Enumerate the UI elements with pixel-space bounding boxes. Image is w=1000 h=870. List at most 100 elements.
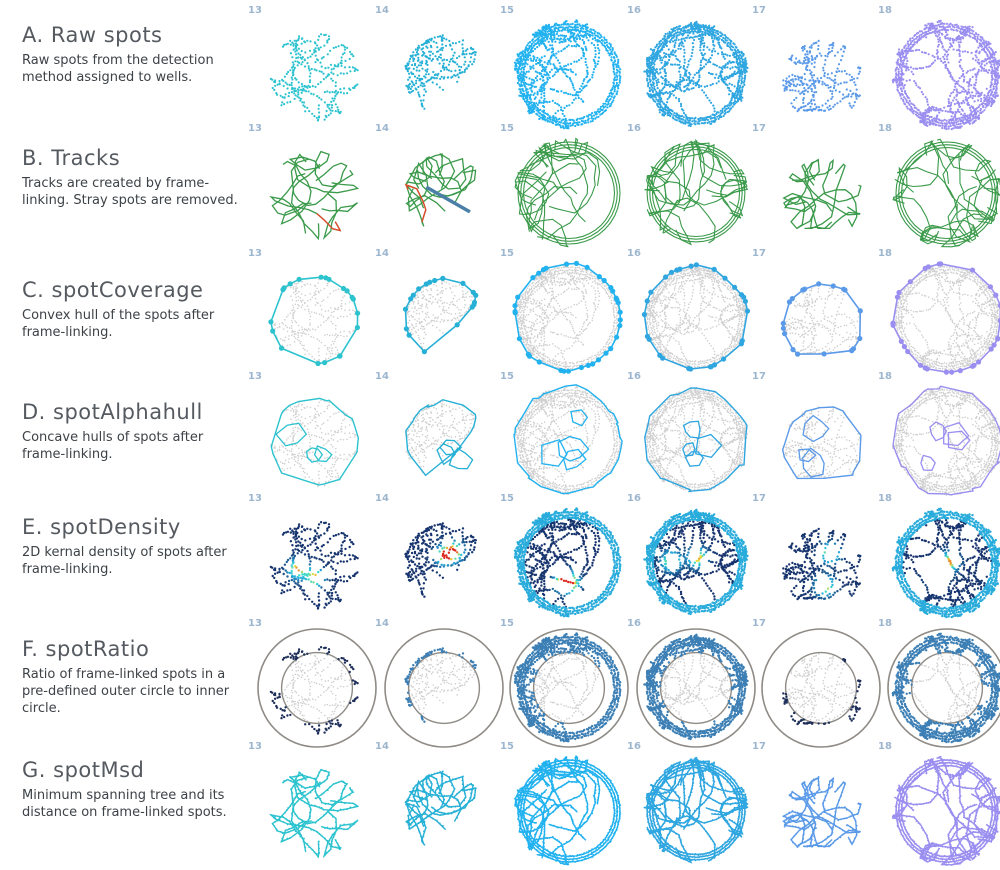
spot — [532, 47, 534, 49]
spot — [737, 93, 739, 95]
spot — [807, 103, 809, 105]
spot — [664, 108, 666, 110]
spot — [469, 53, 471, 55]
spot — [672, 64, 674, 66]
spot — [662, 102, 664, 104]
spot — [532, 38, 534, 40]
spot — [572, 27, 574, 29]
spot — [719, 45, 721, 47]
spot — [948, 98, 950, 100]
spot — [302, 345, 304, 347]
spot — [740, 82, 742, 84]
spot — [278, 80, 280, 82]
spot — [329, 347, 331, 349]
spot — [439, 86, 441, 88]
spot — [962, 26, 964, 28]
spot — [834, 79, 836, 81]
spot — [575, 73, 577, 75]
spot — [691, 120, 693, 122]
spot — [452, 55, 454, 57]
spot — [534, 36, 536, 38]
spot — [683, 79, 685, 81]
spot — [574, 125, 576, 127]
spot — [991, 66, 993, 68]
spot — [724, 42, 726, 44]
spot — [422, 294, 424, 296]
spot — [288, 95, 290, 97]
spot — [432, 58, 434, 60]
spot — [822, 81, 824, 83]
spot — [689, 81, 691, 83]
spot — [959, 30, 961, 32]
spot — [953, 26, 955, 28]
spot — [291, 84, 293, 86]
spot — [718, 66, 720, 68]
spot — [987, 72, 989, 74]
spot — [349, 70, 351, 72]
spot — [343, 331, 345, 333]
spot — [325, 34, 327, 36]
spot — [541, 110, 543, 112]
spot — [784, 90, 786, 92]
spot — [298, 337, 300, 339]
spot — [294, 77, 296, 79]
spot — [331, 347, 333, 349]
spot — [947, 111, 949, 113]
spot — [834, 75, 836, 77]
spot — [700, 61, 702, 63]
spot — [591, 74, 593, 76]
spot — [349, 89, 351, 91]
spot — [521, 71, 523, 73]
spot — [712, 114, 714, 116]
spot — [698, 72, 700, 74]
spot — [910, 106, 912, 108]
spot — [905, 55, 907, 57]
spot — [824, 72, 826, 74]
spot — [270, 78, 272, 80]
panel-tracks-15 — [510, 134, 628, 252]
spot — [709, 123, 711, 125]
spot — [471, 53, 473, 55]
spot — [832, 42, 834, 44]
spot — [960, 41, 962, 43]
hull-vertex — [279, 346, 284, 351]
spot — [661, 113, 663, 115]
spot — [547, 117, 549, 119]
spot — [334, 91, 336, 93]
spot — [667, 114, 669, 116]
spot — [320, 290, 322, 292]
spot — [662, 57, 664, 59]
spot — [985, 51, 987, 53]
spot — [446, 59, 448, 61]
spot — [924, 114, 926, 116]
spot — [433, 41, 435, 43]
spot — [564, 37, 566, 39]
spot — [826, 107, 828, 109]
spot — [967, 97, 969, 99]
spot — [804, 48, 806, 50]
spot — [927, 115, 929, 117]
spot — [959, 65, 961, 67]
spot — [941, 33, 943, 35]
spot — [335, 46, 337, 48]
well-number: 13 — [248, 123, 262, 134]
spot — [970, 94, 972, 96]
spot — [335, 85, 337, 87]
spot — [949, 26, 951, 28]
spot — [992, 102, 994, 104]
spot — [417, 49, 419, 51]
spot — [979, 109, 981, 111]
spot — [992, 70, 994, 72]
spot — [906, 60, 908, 62]
spot — [723, 56, 725, 58]
spot — [667, 98, 669, 100]
spot — [574, 89, 576, 91]
spot — [417, 57, 419, 59]
spot — [412, 57, 414, 59]
spot — [546, 101, 548, 103]
spot — [818, 81, 820, 83]
spot — [289, 327, 291, 329]
spot — [684, 59, 686, 61]
spot — [437, 50, 439, 52]
spot — [520, 76, 522, 78]
